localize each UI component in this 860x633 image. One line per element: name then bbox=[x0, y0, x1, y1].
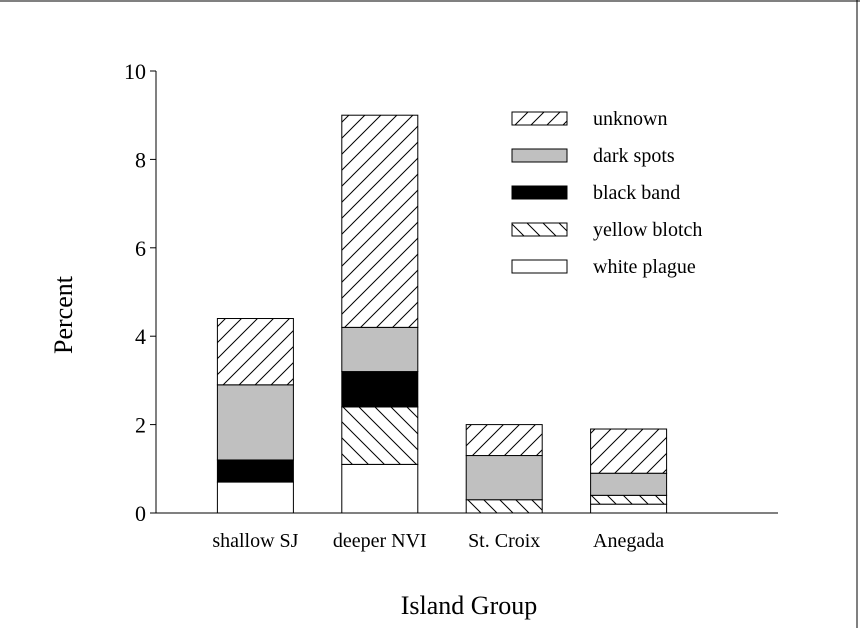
bars-group: shallow SJ deeper NVI St. Croix Anegada bbox=[212, 114, 668, 552]
bar-segment-dark-spots bbox=[465, 455, 543, 501]
bar-segment-dark-spots bbox=[216, 384, 294, 461]
bar-segment-unknown bbox=[216, 318, 294, 386]
legend: unknown dark spots black band yellow blotch… bbox=[511, 108, 702, 278]
bar-segment-unknown bbox=[465, 424, 543, 457]
bar-segment-yellow-blotch bbox=[465, 499, 543, 514]
y-tick-label: 6 bbox=[135, 236, 146, 261]
y-tick-label: 4 bbox=[135, 324, 146, 349]
bar-segment-black-band bbox=[216, 459, 294, 483]
legend-label: black band bbox=[593, 182, 680, 204]
legend-swatch-black-band bbox=[511, 185, 568, 200]
legend-swatch-yellow-blotch bbox=[511, 222, 568, 237]
bar-segment-yellow-blotch bbox=[341, 406, 419, 465]
legend-label: dark spots bbox=[593, 145, 675, 167]
bar-segment-unknown bbox=[341, 114, 419, 328]
legend-label: white plague bbox=[593, 256, 696, 278]
legend-swatch-dark-spots bbox=[511, 148, 568, 163]
x-axis-label: Island Group bbox=[401, 591, 537, 620]
y-tick-label: 8 bbox=[135, 147, 146, 172]
y-tick-label: 0 bbox=[135, 501, 146, 526]
bar-segment-dark-spots bbox=[590, 472, 668, 496]
legend-label: yellow blotch bbox=[593, 219, 702, 241]
bar-segment-dark-spots bbox=[341, 326, 419, 373]
x-tick-label: St. Croix bbox=[468, 530, 540, 552]
x-tick-label: shallow SJ bbox=[212, 530, 298, 552]
y-tick-label: 10 bbox=[124, 59, 146, 84]
bar-segment-white-plague bbox=[341, 463, 419, 514]
x-tick-label: deeper NVI bbox=[333, 530, 427, 552]
y-tick-label: 2 bbox=[135, 413, 146, 438]
bar-segment-white-plague bbox=[216, 481, 294, 514]
x-tick-label: Anegada bbox=[593, 530, 664, 552]
legend-swatch-unknown bbox=[511, 111, 568, 126]
bar-segment-unknown bbox=[590, 428, 668, 474]
legend-swatch-white-plague bbox=[511, 259, 568, 274]
legend-label: unknown bbox=[593, 108, 667, 130]
bar-segment-yellow-blotch bbox=[590, 494, 668, 505]
y-axis-label: Percent bbox=[49, 275, 78, 354]
bar-segment-black-band bbox=[341, 371, 419, 408]
bar-segment-white-plague bbox=[590, 503, 668, 514]
